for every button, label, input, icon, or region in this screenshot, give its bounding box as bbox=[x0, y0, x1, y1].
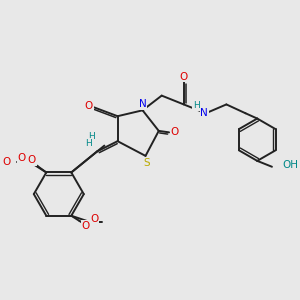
Text: O: O bbox=[171, 128, 179, 137]
Text: H: H bbox=[193, 101, 200, 110]
Text: N: N bbox=[200, 108, 208, 118]
Text: O: O bbox=[180, 71, 188, 82]
Text: O: O bbox=[28, 155, 36, 165]
Text: O: O bbox=[90, 214, 98, 224]
Text: O: O bbox=[82, 221, 90, 231]
Text: OH: OH bbox=[282, 160, 298, 170]
Text: O: O bbox=[2, 157, 10, 167]
Text: O: O bbox=[18, 153, 26, 163]
Text: H: H bbox=[85, 139, 92, 148]
Text: N: N bbox=[139, 99, 146, 110]
Text: O: O bbox=[85, 101, 93, 111]
Text: S: S bbox=[144, 158, 150, 168]
Text: H: H bbox=[88, 132, 94, 141]
